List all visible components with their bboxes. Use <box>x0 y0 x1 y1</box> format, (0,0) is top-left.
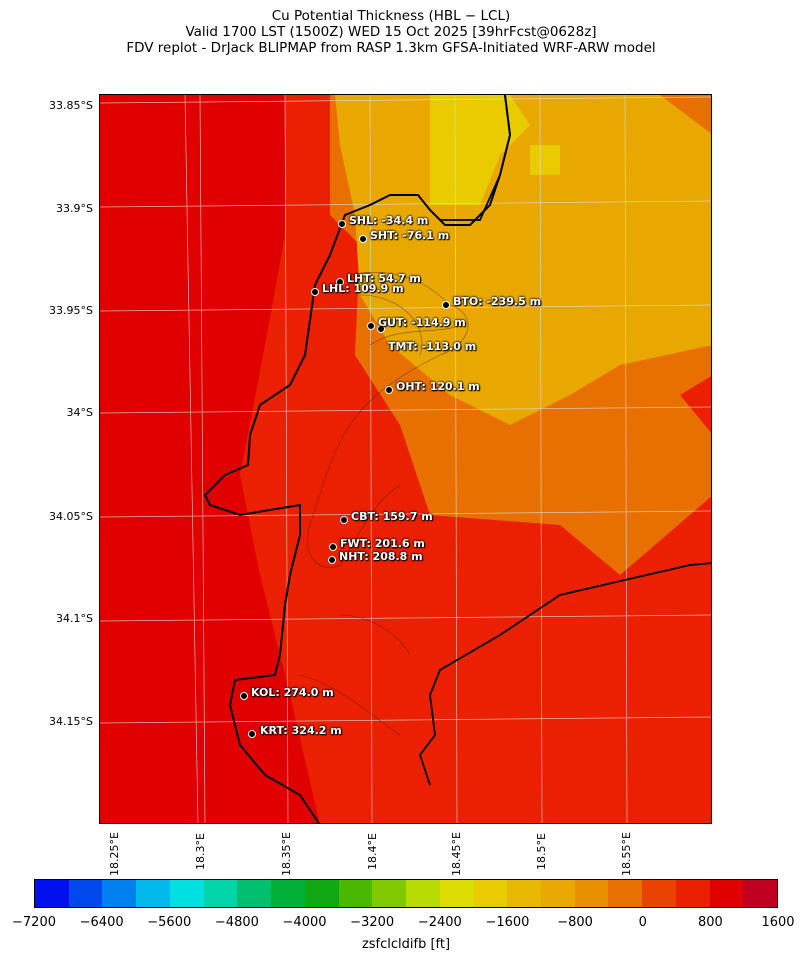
lat-label: 34.05°S <box>49 510 93 523</box>
colorbar <box>34 879 778 908</box>
colorbar-bin <box>406 880 440 907</box>
station-marker[interactable] <box>311 288 319 296</box>
station-marker[interactable] <box>240 692 248 700</box>
lat-label: 33.9°S <box>56 202 93 215</box>
colorbar-bin <box>35 880 69 907</box>
lon-label: 18.4°E <box>366 833 379 870</box>
title-line-1: Cu Potential Thickness (HBL − LCL) <box>271 8 511 24</box>
colorbar-tick-label: −2400 <box>417 915 462 930</box>
colorbar-bin <box>271 880 305 907</box>
colorbar-tick-label: −1600 <box>485 915 530 930</box>
colorbar-bin <box>237 880 272 907</box>
station-label: KRT: 324.2 m <box>260 724 342 737</box>
colorbar-bin <box>439 880 474 907</box>
map-panel <box>99 94 712 824</box>
colorbar-bin <box>642 880 676 907</box>
colorbar-tick-label: −4800 <box>214 915 259 930</box>
station-label: TMT: -113.0 m <box>388 340 477 353</box>
lat-label: 33.85°S <box>49 99 93 112</box>
station-label: LHL: 109.9 m <box>322 282 404 295</box>
colorbar-bin <box>541 880 575 907</box>
colorbar-bin <box>338 880 373 907</box>
coastline <box>203 95 512 823</box>
station-label: OHT: 120.1 m <box>396 380 480 393</box>
lon-label: 18.45°E <box>450 832 463 876</box>
field-light-orange <box>335 95 711 425</box>
station-label: SHT: -76.1 m <box>370 229 450 242</box>
colorbar-bin <box>743 880 778 907</box>
colorbar-bin <box>102 880 137 907</box>
station-label: FWT: 201.6 m <box>340 537 425 550</box>
lat-label: 33.95°S <box>49 304 93 317</box>
colorbar-tick-label: 0 <box>638 915 647 930</box>
station-marker[interactable] <box>248 730 256 738</box>
title-line-3: FDV replot - DrJack BLIPMAP from RASP 1.… <box>126 40 656 56</box>
colorbar-bin <box>608 880 643 907</box>
colorbar-tick-label: 800 <box>697 915 723 930</box>
boundary-line <box>418 95 711 786</box>
station-marker[interactable] <box>340 516 348 524</box>
station-label: CBT: 159.7 m <box>351 510 433 523</box>
colorbar-bin <box>507 880 542 907</box>
station-label: NHT: 208.8 m <box>339 550 423 563</box>
station-label: SHL: -34.4 m <box>349 214 429 227</box>
lon-label: 18.5°E <box>535 833 548 870</box>
station-marker[interactable] <box>328 556 336 564</box>
lon-label: 18.3°E <box>194 833 207 870</box>
colorbar-tick-label: −6400 <box>79 915 124 930</box>
field-yellow-2 <box>530 145 560 175</box>
station-marker[interactable] <box>329 543 337 551</box>
lon-label: 18.25°E <box>108 832 121 876</box>
colorbar-bin <box>473 880 508 907</box>
graticule <box>100 95 711 823</box>
colorbar-bin <box>372 880 407 907</box>
station-label: BTO: -239.5 m <box>453 295 542 308</box>
colorbar-bin <box>709 880 744 907</box>
colorbar-tick-label: −5600 <box>147 915 192 930</box>
colorbar-tick-label: 1600 <box>761 915 795 930</box>
lon-label: 18.35°E <box>280 832 293 876</box>
station-label: GUT: -114.9 m <box>378 316 466 329</box>
terrain-contours <box>299 272 469 736</box>
station-marker[interactable] <box>359 235 367 243</box>
chart-title: Cu Potential Thickness (HBL − LCL) Valid… <box>0 8 782 56</box>
station-marker[interactable] <box>377 325 385 333</box>
colorbar-tick-label: −3200 <box>350 915 395 930</box>
colorbar-tick-label: −4000 <box>282 915 327 930</box>
field-svg <box>100 95 711 823</box>
colorbar-bin <box>304 880 339 907</box>
colorbar-tick-label: −800 <box>557 915 593 930</box>
colorbar-tick-label: −7200 <box>12 915 56 930</box>
station-marker[interactable] <box>338 220 346 228</box>
colorbar-bin <box>675 880 710 907</box>
station-marker[interactable] <box>367 322 375 330</box>
colorbar-bin <box>68 880 103 907</box>
colorbar-bin <box>136 880 170 907</box>
colorbar-bin <box>169 880 204 907</box>
station-label: KOL: 274.0 m <box>251 686 334 699</box>
lat-label: 34.15°S <box>49 715 93 728</box>
colorbar-bin <box>574 880 609 907</box>
station-marker[interactable] <box>336 278 344 286</box>
title-line-2: Valid 1700 LST (1500Z) WED 15 Oct 2025 [… <box>185 24 597 40</box>
station-marker[interactable] <box>442 301 450 309</box>
colorbar-label: zsfclcldifb [ft] <box>361 937 451 952</box>
lat-label: 34°S <box>66 406 93 419</box>
lon-label: 18.55°E <box>620 832 633 876</box>
station-label: LHT: 54.7 m <box>347 272 421 285</box>
lat-label: 34.1°S <box>56 612 93 625</box>
colorbar-bin <box>203 880 238 907</box>
station-marker[interactable] <box>385 386 393 394</box>
